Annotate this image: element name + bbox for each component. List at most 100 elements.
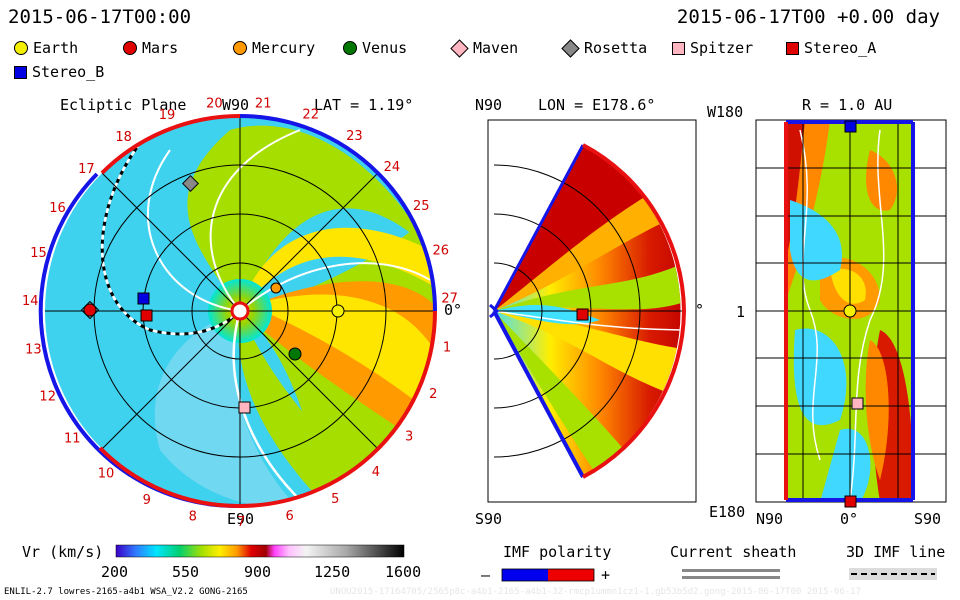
rotation-tick-label: 12 (39, 389, 56, 404)
radial-r-label: R = 1.0 AU (802, 96, 893, 114)
rotation-tick-label: 23 (346, 129, 363, 144)
ecliptic-rim-positive (239, 310, 437, 508)
colorbar-tick: 1250 (314, 563, 351, 581)
legend-item-mars: Mars (123, 39, 178, 57)
rotation-tick-label: 5 (331, 492, 339, 507)
meridional-edge (492, 310, 585, 478)
rotation-tick-label: 3 (405, 429, 413, 444)
legend-label: Maven (473, 39, 519, 57)
rotation-tick-label: 21 (255, 96, 272, 111)
meridional-sun-edge (489, 303, 500, 319)
rosetta-marker-icon (182, 175, 199, 192)
footer-run-id: UNOU2015-17164705/2565p8c-a4b1-2165-a4b1… (330, 587, 862, 597)
legend-item-maven: Maven (450, 38, 519, 58)
imf-polarity-title: IMF polarity (503, 543, 612, 561)
ecliptic-bottom-label: E90 (227, 510, 255, 528)
meridional-top-label: N90 (475, 96, 503, 114)
rotation-tick-label: 26 (433, 244, 450, 259)
rotation-tick-label: 6 (285, 509, 293, 524)
ecliptic-lat-label: LAT = 1.19° (314, 96, 414, 114)
colorbar-title: Vr (km/s) (22, 543, 104, 561)
meridional-rim (582, 143, 687, 479)
imf-negative-swatch (502, 569, 548, 581)
radial-mid-label: 1 (736, 303, 746, 321)
ecliptic-rim-positive (98, 446, 241, 509)
legend-label: Stereo_B (32, 63, 105, 81)
spitzer-marker-icon (238, 401, 251, 414)
sun-icon (230, 301, 250, 321)
earth-marker-icon (331, 304, 345, 318)
imf-minus-label: – (481, 566, 491, 584)
rotation-tick-label: 14 (22, 294, 39, 309)
radial-bottom-left-label: E180 (709, 503, 746, 521)
legend-item-rosetta: Rosetta (561, 38, 648, 58)
rotation-tick-label: 4 (372, 465, 380, 480)
rotation-tick-label: 25 (413, 199, 430, 214)
rotation-tick-label: 2 (429, 387, 437, 402)
meridional-bottom-label: S90 (475, 510, 503, 528)
meridional-edge (492, 144, 585, 312)
legend-label: Rosetta (584, 39, 648, 57)
footer-model-info: ENLIL-2.7 lowres-2165-a4b1 WSA_V2.2 GONG… (4, 587, 248, 597)
rotation-tick-labels: 20 21222324252627123456789101112131415161… (22, 96, 458, 530)
legend-item-venus: Venus (343, 39, 407, 57)
rotation-tick-label: 10 (98, 467, 115, 482)
mars-marker-icon (123, 41, 137, 55)
rotation-tick-label: 11 (64, 431, 81, 446)
earth-marker-icon (14, 41, 28, 55)
legend-label: Venus (362, 39, 408, 57)
stereo-b-marker-icon (137, 292, 150, 305)
rotation-tick-label: 9 (143, 493, 151, 508)
maven-marker-icon (80, 300, 100, 320)
frame-datetime-offset: 2015-06-17T00 +0.00 day (676, 6, 940, 28)
colorbar-tick: 900 (244, 563, 272, 581)
stereo-a-marker-icon (844, 495, 857, 508)
legend-item-stereo-a: Stereo_A (786, 39, 876, 57)
rotation-tick-label: 24 (384, 160, 401, 175)
legend-item-earth: Earth (14, 39, 78, 57)
radial-x-left-label: N90 (756, 510, 784, 528)
current-sheath-title: Current sheath (670, 543, 797, 561)
stereo-a-marker-icon (786, 41, 799, 55)
rotation-tick-label: 16 (49, 201, 66, 216)
stereo-a-marker-icon (140, 309, 153, 322)
legend-item-spitzer: Spitzer (672, 39, 753, 57)
meridional-lon-label: LON = E178.6° (538, 96, 656, 114)
rotation-tick-label: 20 (206, 97, 223, 112)
colorbar-tick: 200 (101, 563, 129, 581)
colorbar-tick: 550 (172, 563, 200, 581)
frame-datetime: 2015-06-17T00:00 (8, 6, 192, 28)
imf-plus-label: + (601, 566, 611, 584)
colorbar-tick: 1600 (385, 563, 422, 581)
rotation-tick-label: 27 (441, 292, 458, 307)
rotation-tick-label: 13 (25, 343, 42, 358)
rotation-tick-label: 22 (302, 107, 319, 122)
stereo-b-marker-icon (14, 65, 27, 79)
meridional-grid (493, 164, 686, 458)
rotation-tick-label: 15 (30, 246, 47, 261)
rotation-tick-label: 7 (237, 515, 245, 530)
earth-marker-icon (843, 304, 857, 318)
radial-x-mid-label: 0° (840, 510, 859, 528)
radial-x-right-label: S90 (914, 510, 942, 528)
stereo-a-marker-icon (576, 308, 589, 321)
spitzer-marker-icon (851, 397, 864, 410)
imf-positive-swatch (548, 569, 594, 581)
current-sheath-swatch (682, 576, 780, 579)
ecliptic-panel-title: Ecliptic Plane (60, 96, 187, 114)
rotation-tick-label: 8 (189, 510, 197, 525)
ecliptic-rim-positive (100, 113, 241, 175)
rotation-tick-label: 18 (115, 130, 132, 145)
legend-label: Earth (33, 39, 79, 57)
rotation-tick-label: 19 (159, 108, 176, 123)
legend-label: Spitzer (690, 39, 754, 57)
venus-marker-icon (288, 347, 302, 361)
imf-line-title: 3D IMF line (846, 543, 946, 561)
ecliptic-rim-negative (239, 114, 437, 312)
mercury-marker-icon (270, 282, 282, 294)
stereo-b-marker-icon (844, 120, 857, 133)
spitzer-marker-icon (672, 41, 685, 55)
mercury-marker-icon (233, 41, 247, 55)
